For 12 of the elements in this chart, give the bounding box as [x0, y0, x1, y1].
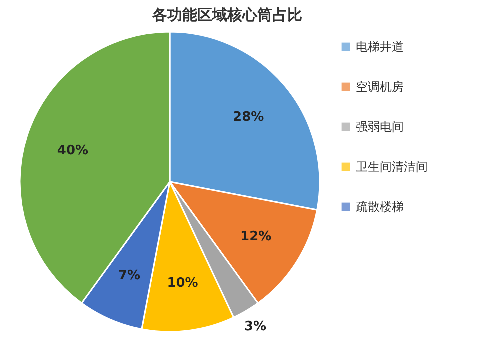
data-label: 40% — [57, 143, 89, 158]
chart-title: 各功能区域核心筒占比 — [152, 6, 302, 24]
legend-label: 疏散楼梯 — [356, 200, 404, 214]
data-label: 3% — [244, 320, 267, 335]
data-label: 7% — [118, 268, 141, 284]
data-label: 28% — [233, 110, 264, 125]
legend-label: 强弱电间 — [356, 120, 404, 134]
legend-label: 电梯井道 — [356, 40, 404, 54]
data-label: 10% — [167, 276, 198, 292]
legend-label: 空调机房 — [356, 80, 404, 94]
legend-label: 卫生间清洁间 — [356, 160, 428, 174]
data-label: 12% — [240, 230, 272, 245]
